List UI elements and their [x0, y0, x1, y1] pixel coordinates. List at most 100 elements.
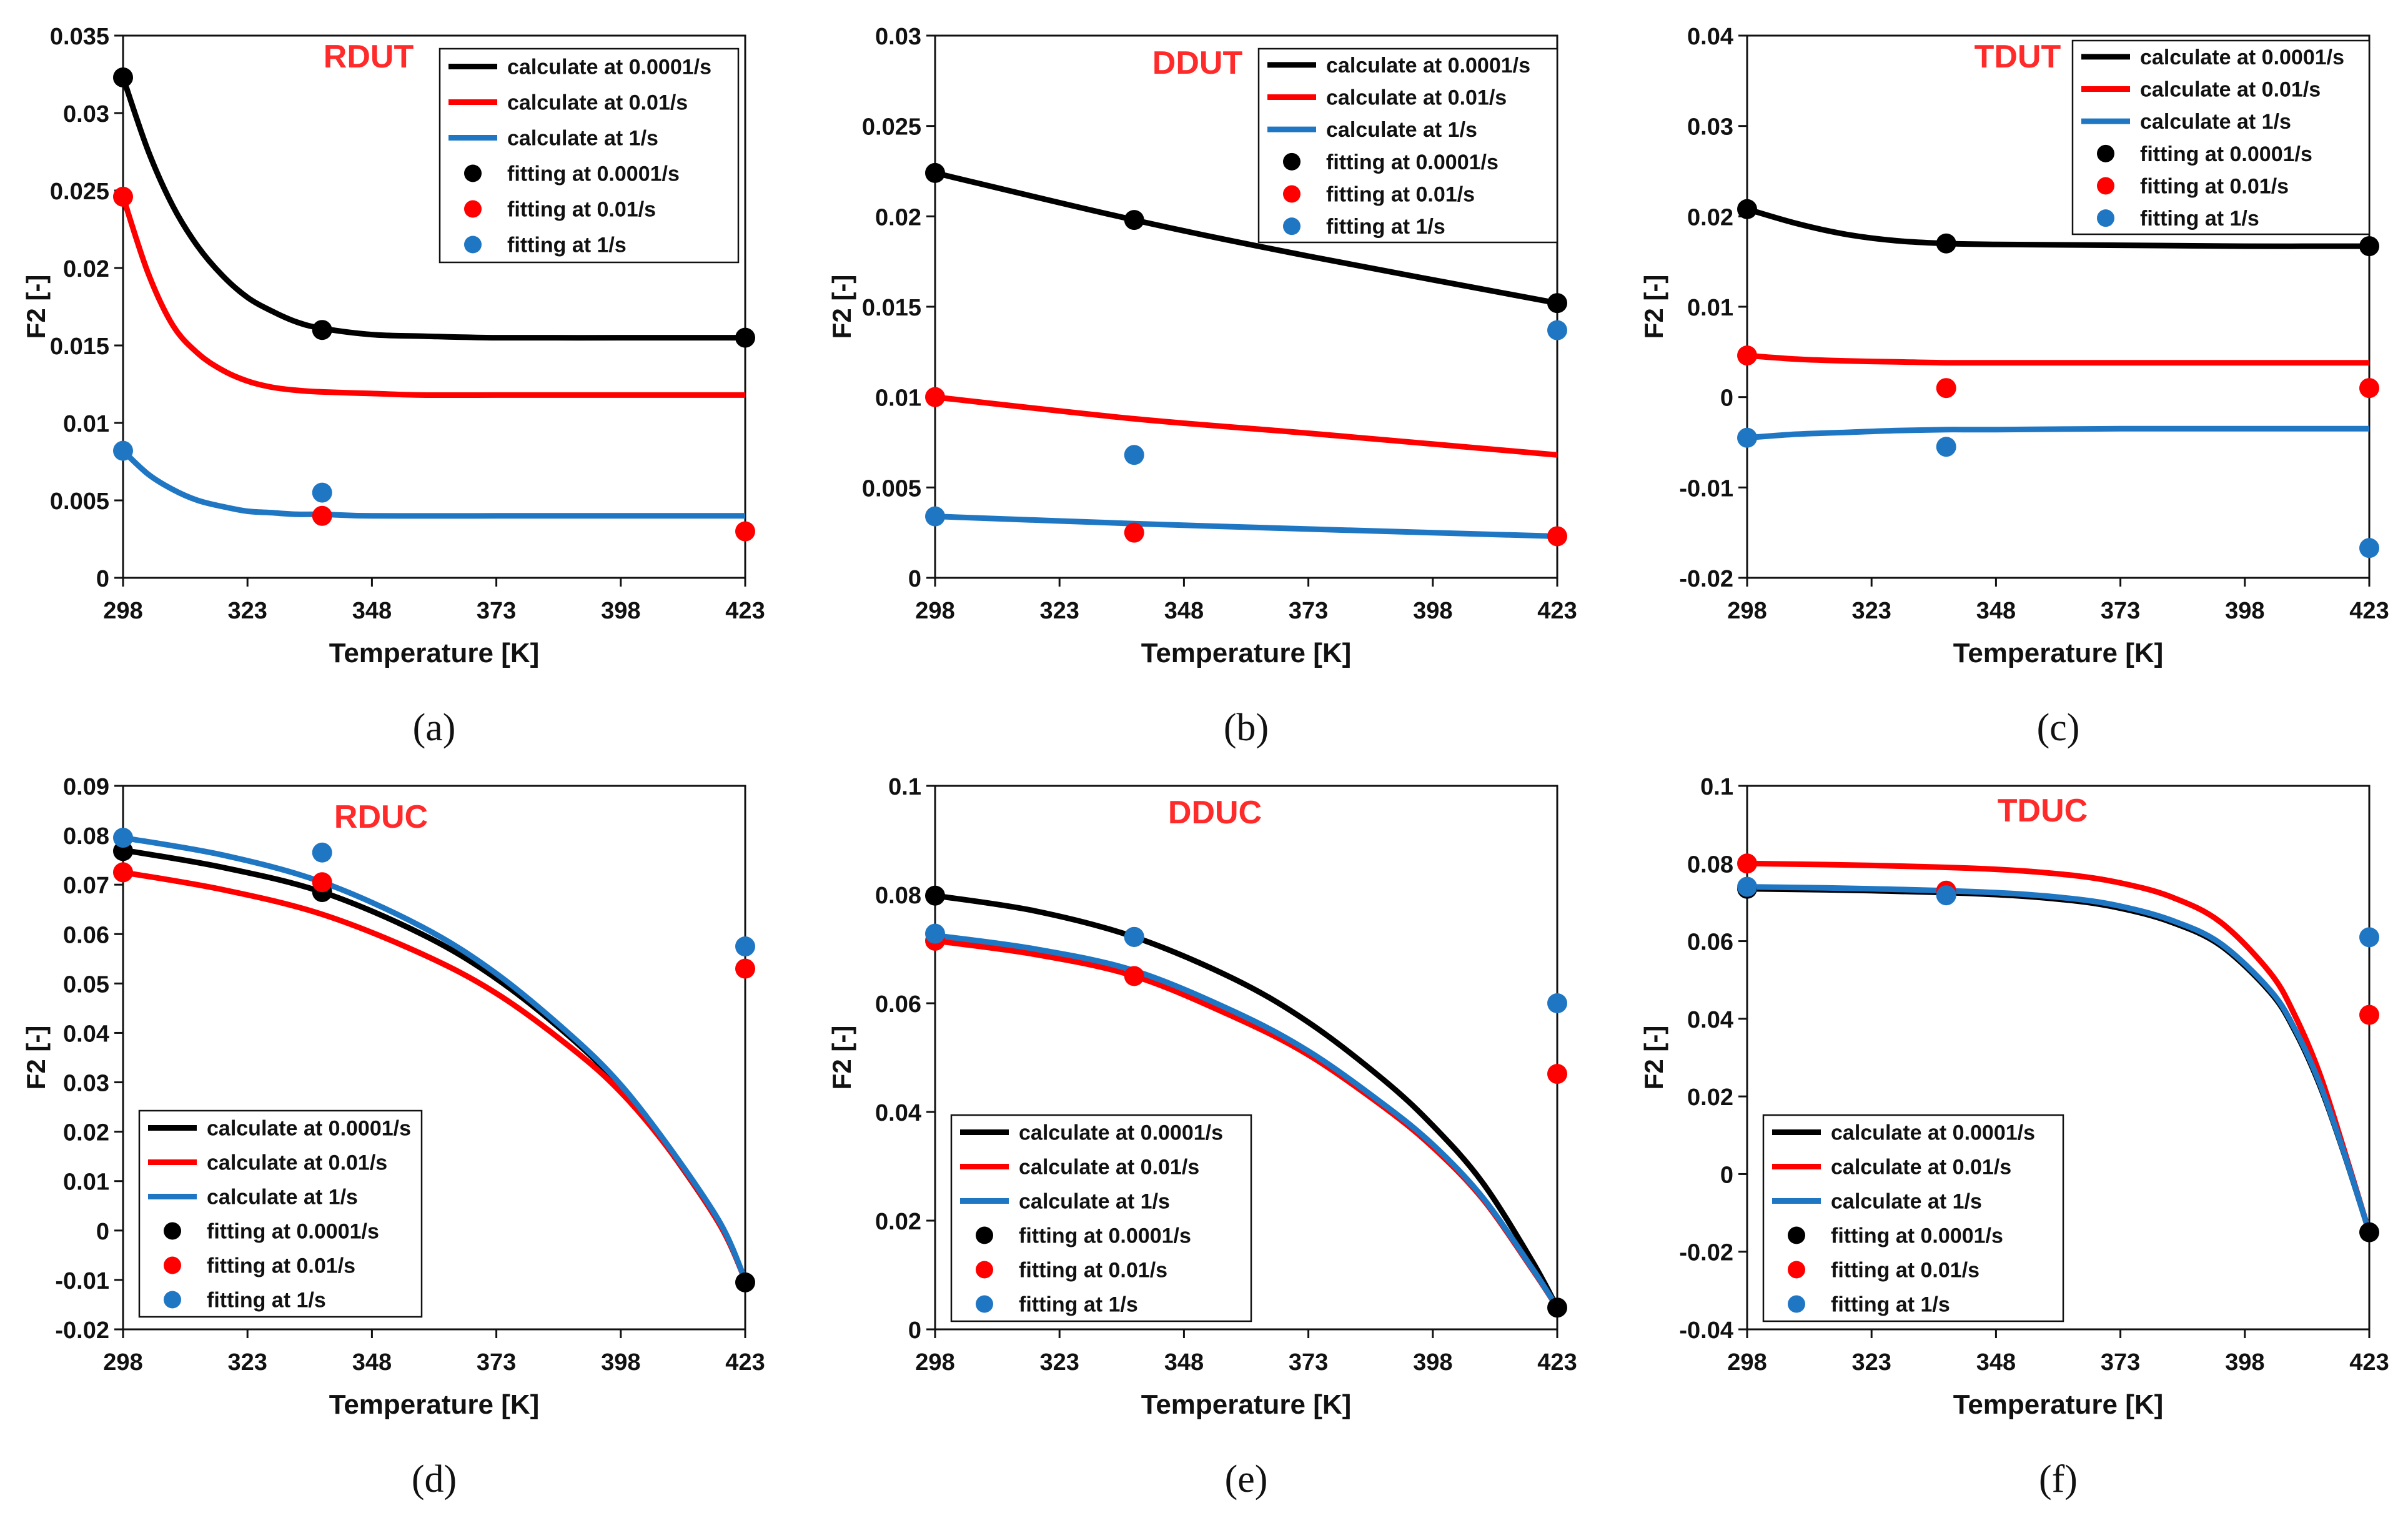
y-tick-label: 0.06: [1687, 930, 1733, 956]
data-point-fitting-at-1-s: [925, 923, 945, 944]
data-point-fitting-at-0-01-s: [1124, 966, 1144, 986]
data-point-fitting-at-0-0001-s: [1124, 210, 1144, 231]
legend-label: calculate at 0.01/s: [507, 91, 688, 115]
y-tick-label: 0.015: [50, 334, 109, 360]
legend-label: fitting at 0.01/s: [507, 198, 656, 222]
x-tick-label: 398: [2225, 598, 2264, 624]
y-tick-label: 0.02: [63, 256, 109, 282]
y-tick-label: 0.025: [862, 114, 921, 141]
y-tick-label: 0.01: [63, 411, 109, 437]
chart-panel-ddut: 0 0.005 0.01 0.015 0.02 0.025 0.03 298 323 348 373…: [827, 24, 1577, 749]
series-line-calculate-at-0-0001-s: [935, 170, 1557, 306]
legend-marker-fitting-at-0-01-s: [1788, 1261, 1805, 1279]
data-point-fitting-at-1-s: [1124, 926, 1144, 947]
legend-label: fitting at 1/s: [2140, 207, 2259, 231]
legend-label: calculate at 1/s: [207, 1186, 358, 1209]
y-axis-label: F2 [-]: [21, 1026, 51, 1090]
legend-label: fitting at 1/s: [507, 234, 627, 257]
x-axis-label: Temperature [K]: [329, 1389, 540, 1420]
x-tick-label: 373: [477, 598, 516, 624]
data-point-fitting-at-0-0001-s: [312, 320, 332, 340]
data-point-fitting-at-1-s: [1737, 427, 1757, 448]
chart-title: RDUT: [324, 39, 414, 75]
y-tick-label: 0: [1720, 385, 1733, 412]
panel-caption: (e): [1225, 1458, 1268, 1501]
y-tick-label: -0.01: [55, 1268, 109, 1294]
x-tick-label: 348: [1164, 598, 1204, 624]
x-tick-label: 423: [725, 598, 765, 624]
legend-label: fitting at 0.01/s: [2140, 175, 2289, 199]
series-line-calculate-at-1-s: [123, 835, 745, 1283]
x-tick-label: 298: [915, 598, 954, 624]
legend-label: calculate at 0.0001/s: [1326, 54, 1530, 77]
legend-label: fitting at 0.0001/s: [507, 162, 680, 186]
panel-caption: (c): [2037, 707, 2080, 749]
legend-label: fitting at 0.01/s: [1326, 183, 1475, 207]
data-point-fitting-at-0-0001-s: [2359, 236, 2379, 257]
y-tick-label: 0.02: [875, 204, 921, 231]
y-tick-label: 0.07: [63, 873, 109, 899]
data-point-fitting-at-1-s: [2359, 927, 2379, 948]
x-tick-label: 423: [1537, 598, 1577, 624]
x-tick-label: 323: [1039, 1349, 1079, 1376]
x-tick-label: 423: [2349, 1349, 2389, 1376]
legend-label: calculate at 0.0001/s: [2140, 46, 2344, 69]
x-tick-label: 323: [1851, 1349, 1891, 1376]
legend-label: fitting at 0.01/s: [1019, 1259, 1167, 1282]
legend-marker-fitting-at-0-01-s: [2097, 177, 2114, 195]
y-tick-label: 0.06: [63, 922, 109, 948]
legend-label: calculate at 1/s: [1831, 1190, 1982, 1214]
y-tick-label: 0.035: [50, 24, 109, 50]
x-tick-label: 373: [2101, 598, 2140, 624]
chart-title: RDUC: [334, 799, 428, 835]
legend-marker-fitting-at-1-s: [164, 1291, 181, 1309]
chart-panel-rdut: 0 0.005 0.01 0.015 0.02 0.025 0.03 0.035 298 323 3…: [21, 24, 765, 749]
legend-marker-fitting-at-0-0001-s: [2097, 144, 2114, 162]
x-tick-label: 398: [1413, 1349, 1452, 1376]
legend-label: calculate at 1/s: [1326, 118, 1477, 142]
x-axis-label: Temperature [K]: [329, 638, 540, 668]
legend-marker-fitting-at-1-s: [1283, 217, 1301, 236]
legend-marker-fitting-at-1-s: [976, 1295, 993, 1313]
chart-panel-tduc: -0.04 -0.02 0 0.02 0.04 0.06 0.08 0.1 298 323 348 3…: [1639, 774, 2389, 1501]
legend: calculate at 0.0001/s calculate at 0.01/s…: [138, 1109, 423, 1318]
x-tick-label: 323: [227, 1349, 267, 1376]
chart-title: TDUT: [1974, 39, 2061, 75]
y-tick-label: 0.03: [1687, 114, 1733, 141]
y-axis-label: F2 [-]: [1639, 1026, 1668, 1090]
chart-panel-rduc: -0.02 -0.01 0 0.01 0.02 0.03 0.04 0.05 0.06 0.07 0…: [21, 774, 765, 1501]
data-point-fitting-at-1-s: [312, 482, 332, 503]
x-tick-label: 348: [352, 1349, 392, 1376]
x-axis-label: Temperature [K]: [1141, 638, 1352, 668]
data-point-fitting-at-0-0001-s: [1936, 233, 1956, 254]
legend-marker-fitting-at-0-0001-s: [976, 1226, 993, 1244]
x-tick-label: 398: [1413, 598, 1452, 624]
data-point-fitting-at-0-0001-s: [925, 162, 945, 183]
legend-label: fitting at 1/s: [207, 1289, 326, 1312]
panel-caption: (b): [1224, 707, 1269, 749]
data-point-fitting-at-0-0001-s: [735, 1272, 755, 1292]
legend-box: [438, 47, 740, 264]
y-tick-label: 0.02: [1687, 1084, 1733, 1111]
panel-caption: (f): [2039, 1458, 2078, 1501]
y-tick-label: 0.05: [63, 971, 109, 998]
legend-label: calculate at 0.0001/s: [207, 1117, 411, 1141]
y-tick-label: 0.02: [63, 1120, 109, 1146]
legend-box: [1762, 1114, 2064, 1322]
y-tick-label: 0.04: [1687, 1007, 1733, 1033]
x-tick-label: 323: [1851, 598, 1891, 624]
legend-label: fitting at 0.01/s: [1831, 1259, 1979, 1282]
y-tick-label: 0.09: [63, 774, 109, 800]
x-tick-label: 423: [2349, 598, 2389, 624]
data-point-fitting-at-0-01-s: [1547, 1064, 1567, 1084]
data-point-fitting-at-1-s: [735, 936, 755, 957]
legend-label: calculate at 0.01/s: [1831, 1156, 2011, 1179]
y-tick-label: 0: [1720, 1162, 1733, 1188]
y-tick-label: 0: [96, 1219, 109, 1245]
legend-marker-fitting-at-0-01-s: [164, 1256, 181, 1274]
legend: calculate at 0.0001/s calculate at 0.01/s…: [438, 47, 740, 264]
data-point-fitting-at-0-0001-s: [1547, 293, 1567, 314]
x-tick-label: 423: [1537, 1349, 1577, 1376]
data-point-fitting-at-0-01-s: [113, 186, 133, 207]
